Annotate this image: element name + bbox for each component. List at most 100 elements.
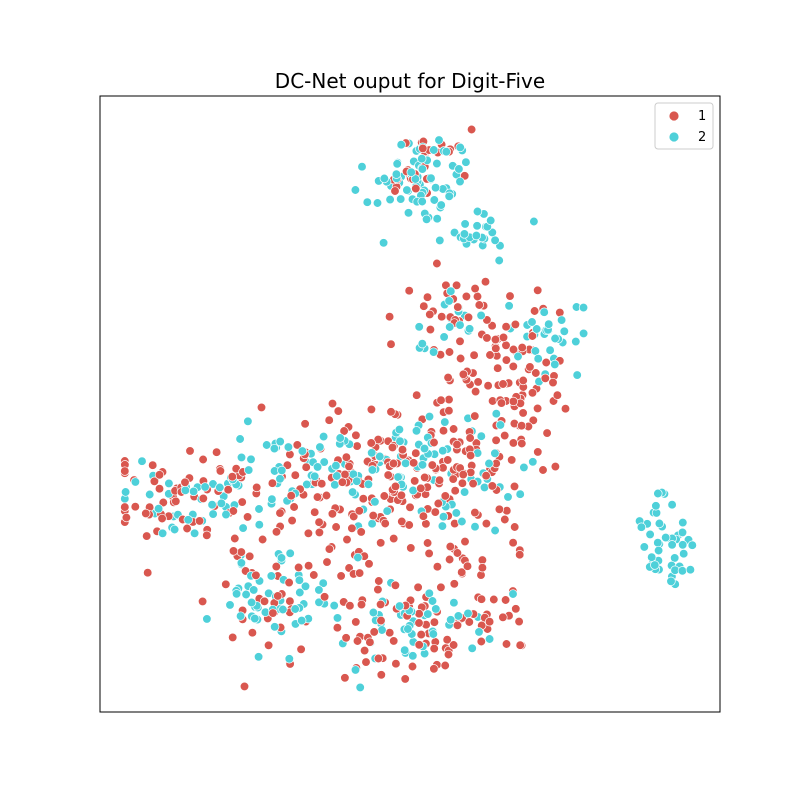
scatter-point-series-1 — [531, 368, 541, 378]
scatter-point-series-1 — [458, 369, 469, 379]
scatter-point-series-2 — [636, 522, 647, 532]
scatter-point-series-2 — [470, 522, 480, 532]
scatter-point-series-2 — [556, 315, 567, 325]
scatter-point-series-1 — [418, 511, 429, 521]
scatter-point-series-1 — [333, 406, 343, 416]
scatter-point-series-2 — [504, 301, 514, 311]
scatter-point-series-2 — [235, 611, 246, 621]
scatter-point-series-2 — [367, 465, 378, 475]
scatter-point-series-1 — [314, 527, 325, 538]
scatter-point-series-1 — [358, 494, 368, 504]
scatter-point-series-2 — [392, 159, 402, 169]
scatter-point-series-2 — [285, 548, 295, 558]
scatter-point-series-2 — [183, 515, 193, 525]
scatter-point-series-2 — [421, 214, 432, 224]
scatter-point-series-1 — [487, 396, 498, 406]
scatter-point-series-2 — [290, 604, 300, 614]
scatter-point-series-1 — [501, 322, 511, 332]
scatter-point-series-1 — [236, 547, 246, 557]
scatter-point-series-2 — [437, 521, 448, 531]
scatter-point-series-1 — [508, 361, 518, 372]
scatter-point-series-1 — [516, 421, 527, 431]
scatter-point-series-2 — [362, 197, 372, 207]
scatter-point-series-1 — [120, 466, 130, 476]
scatter-point-series-1 — [508, 538, 518, 548]
scatter-point-series-2 — [508, 589, 518, 599]
scatter-point-series-1 — [247, 628, 258, 638]
scatter-point-series-2 — [459, 229, 470, 239]
scatter-point-series-1 — [154, 484, 165, 494]
scatter-point-series-2 — [145, 489, 155, 500]
scatter-point-series-1 — [418, 143, 428, 154]
scatter-point-series-1 — [527, 388, 538, 398]
scatter-point-series-2 — [318, 578, 328, 588]
scatter-point-series-2 — [367, 448, 377, 458]
scatter-point-series-2 — [377, 625, 387, 635]
scatter-point-series-2 — [394, 601, 405, 611]
scatter-point-series-1 — [396, 490, 407, 500]
scatter-point-series-1 — [509, 481, 520, 492]
scatter-point-series-1 — [351, 617, 361, 627]
scatter-point-series-1 — [472, 291, 483, 302]
scatter-point-series-1 — [487, 481, 497, 491]
scatter-point-series-1 — [321, 490, 332, 501]
scatter-point-series-2 — [647, 552, 657, 562]
scatter-point-series-2 — [375, 451, 385, 462]
scatter-point-series-2 — [515, 489, 525, 499]
scatter-point-series-1 — [331, 522, 341, 532]
scatter-point-series-2 — [253, 652, 264, 662]
scatter-point-series-1 — [227, 472, 237, 482]
scatter-point-series-1 — [465, 433, 475, 443]
scatter-point-series-2 — [275, 436, 285, 447]
scatter-point-series-1 — [223, 485, 233, 495]
scatter-point-series-1 — [470, 283, 480, 294]
scatter-point-series-2 — [180, 485, 191, 495]
scatter-point-series-2 — [417, 460, 428, 470]
scatter-point-series-1 — [215, 466, 226, 476]
scatter-point-series-2 — [284, 654, 294, 664]
scatter-point-series-1 — [515, 640, 525, 650]
scatter-point-series-1 — [429, 617, 440, 627]
scatter-point-series-1 — [452, 620, 463, 630]
scatter-point-series-1 — [442, 635, 452, 645]
scatter-point-series-1 — [198, 454, 208, 465]
scatter-point-series-1 — [404, 286, 414, 296]
scatter-point-series-1 — [351, 430, 361, 440]
scatter-point-series-2 — [295, 587, 305, 598]
scatter-point-series-1 — [425, 324, 436, 335]
scatter-point-series-1 — [339, 426, 349, 436]
scatter-point-series-1 — [448, 474, 458, 484]
scatter-point-series-1 — [267, 478, 278, 488]
scatter-point-series-1 — [469, 350, 479, 360]
scatter-point-series-2 — [385, 194, 395, 205]
scatter-point-series-1 — [463, 312, 474, 322]
scatter-point-series-2 — [254, 520, 264, 530]
scatter-point-series-1 — [476, 594, 487, 604]
scatter-point-series-1 — [379, 491, 389, 501]
scatter-point-series-2 — [153, 504, 164, 514]
scatter-point-series-1 — [211, 447, 222, 457]
scatter-point-series-2 — [188, 486, 199, 497]
scatter-point-series-1 — [449, 579, 459, 589]
scatter-point-series-1 — [342, 534, 352, 545]
scatter-point-series-1 — [541, 357, 551, 368]
scatter-point-series-1 — [508, 438, 519, 448]
scatter-point-series-2 — [527, 317, 537, 327]
scatter-point-series-1 — [268, 608, 278, 618]
scatter-point-series-1 — [345, 601, 355, 611]
scatter-point-series-2 — [310, 471, 320, 481]
scatter-point-series-2 — [246, 597, 257, 608]
scatter-point-series-1 — [501, 355, 512, 365]
scatter-point-series-1 — [444, 406, 454, 416]
scatter-point-series-2 — [410, 174, 421, 184]
scatter-point-series-2 — [417, 196, 427, 207]
scatter-point-series-1 — [422, 292, 433, 302]
scatter-point-series-2 — [246, 454, 256, 464]
scatter-point-series-1 — [324, 544, 335, 554]
scatter-point-series-1 — [430, 507, 440, 517]
scatter-point-series-1 — [470, 507, 480, 518]
scatter-point-series-2 — [137, 456, 147, 466]
scatter-point-series-2 — [670, 553, 680, 563]
scatter-point-series-2 — [221, 509, 231, 520]
